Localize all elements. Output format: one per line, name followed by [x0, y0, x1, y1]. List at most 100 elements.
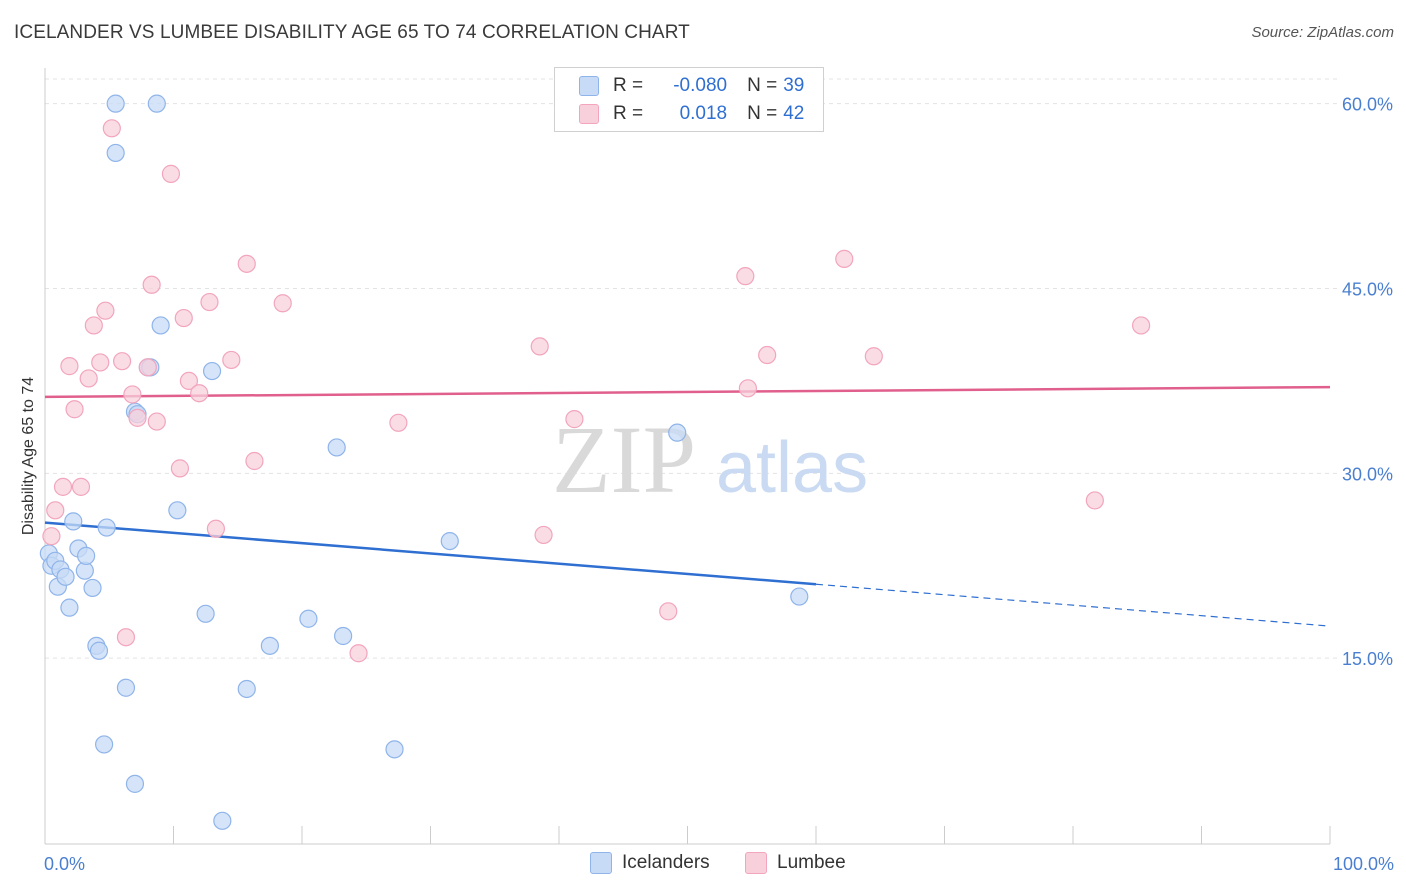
lumbee-point [84, 316, 103, 335]
legend-item-lumbee: Lumbee [745, 852, 846, 874]
icelander-point [83, 578, 102, 598]
lumbee-point [147, 412, 166, 431]
icelander-point [60, 598, 79, 617]
lumbee-point [123, 385, 142, 404]
icelander-point [106, 94, 125, 113]
legend-row-icelanders: R = -0.080 N = 39 [579, 73, 804, 99]
lumbee-point [174, 308, 193, 328]
icelander-point [790, 587, 809, 606]
lumbee-point [179, 371, 199, 391]
lumbee-point [65, 400, 84, 419]
y-tick-label: 15.0% [1342, 649, 1393, 669]
lumbee-point [738, 379, 757, 398]
icelander-trend-line [44, 521, 817, 586]
r-value: 0.018 [679, 103, 728, 124]
lumbee-point [142, 275, 161, 294]
lumbee-point [190, 384, 209, 403]
lumbee-point [96, 301, 115, 320]
watermark-atlas: atlas [716, 428, 868, 508]
icelander-point [64, 512, 83, 531]
r-label: R = [613, 103, 644, 124]
y-tick-labels: 15.0% 30.0% 45.0% 60.0% [1342, 95, 1393, 670]
y-axis-label: Disability Age 65 to 74 [20, 377, 37, 535]
series-lumbee [42, 119, 1151, 663]
lumbee-point [200, 292, 219, 312]
icelander-point [125, 774, 145, 793]
x-tick-label: 0.0% [44, 854, 85, 874]
stats-legend: R = -0.080 N = 39 R = 0.018 N = 42 [554, 67, 824, 132]
icelanders-legend-swatch [590, 852, 612, 874]
n-label: N = [747, 103, 778, 124]
icelanders-swatch [579, 76, 599, 96]
icelander-point [56, 567, 75, 586]
chart-source: Source: ZipAtlas.com [1251, 24, 1394, 41]
icelander-point [668, 423, 687, 442]
chart-title: ICELANDER VS LUMBEE DISABILITY AGE 65 TO… [14, 22, 690, 43]
lumbee-point [659, 602, 678, 621]
lumbee-point [534, 525, 553, 545]
icelander-point [147, 94, 166, 113]
icelander-point [168, 501, 187, 520]
lumbee-point [102, 119, 121, 138]
lumbee-point [736, 267, 755, 286]
lumbee-point [835, 249, 854, 269]
legend-item-icelanders: Icelanders [590, 852, 710, 874]
n-label: N = [747, 75, 778, 96]
lumbee-point [273, 294, 292, 313]
lumbee-legend-swatch [745, 852, 767, 874]
lumbee-point [53, 477, 73, 496]
n-value: 39 [783, 75, 805, 96]
y-tick-label: 30.0% [1342, 464, 1393, 484]
lumbee-point [91, 353, 110, 372]
lumbee-legend-label: Lumbee [777, 852, 846, 873]
icelander-point [327, 438, 346, 457]
lumbee-point [116, 628, 136, 647]
x-tick-label: 100.0% [1333, 854, 1394, 874]
lumbee-trend-line [44, 385, 1331, 399]
icelander-point [196, 604, 215, 623]
icelander-point [440, 531, 459, 551]
lumbee-point [222, 350, 241, 370]
y-tick-label: 45.0% [1342, 279, 1393, 299]
lumbee-point [42, 527, 61, 546]
icelander-point [385, 740, 404, 759]
icelander-point [334, 626, 353, 646]
lumbee-point [565, 410, 584, 429]
x-tick-labels: 0.0% 100.0% [44, 854, 1394, 874]
icelander-point [237, 679, 256, 699]
r-value: -0.080 [673, 75, 728, 96]
n-value: 42 [783, 103, 805, 124]
lumbee-point [112, 352, 132, 371]
data-points [39, 94, 1151, 830]
lumbee-point [1132, 316, 1151, 335]
gridlines [45, 78, 1340, 659]
lumbee-point [758, 345, 777, 365]
icelander-point [77, 546, 96, 565]
icelanders-legend-label: Icelanders [622, 852, 710, 873]
lumbee-point [138, 358, 157, 377]
icelander-point [106, 143, 125, 163]
lumbee-point [237, 254, 256, 273]
axes [44, 68, 1331, 845]
lumbee-point [79, 369, 98, 388]
trend-lines [44, 385, 1331, 627]
icelander-point [213, 811, 232, 830]
series-icelanders [39, 94, 809, 830]
lumbee-point [245, 451, 264, 471]
icelander-point [116, 678, 136, 697]
lumbee-point [1085, 491, 1104, 510]
lumbee-point [530, 337, 549, 356]
lumbee-point [389, 413, 408, 432]
lumbee-point [60, 357, 79, 376]
lumbee-point [864, 347, 883, 366]
lumbee-point [128, 408, 147, 427]
icelander-point [260, 636, 279, 655]
icelander-point [299, 609, 318, 628]
lumbee-swatch [579, 104, 599, 124]
lumbee-point [46, 501, 65, 520]
lumbee-point [161, 164, 181, 183]
lumbee-point [349, 644, 368, 663]
y-tick-label: 60.0% [1342, 95, 1393, 115]
icelander-point [151, 316, 170, 335]
